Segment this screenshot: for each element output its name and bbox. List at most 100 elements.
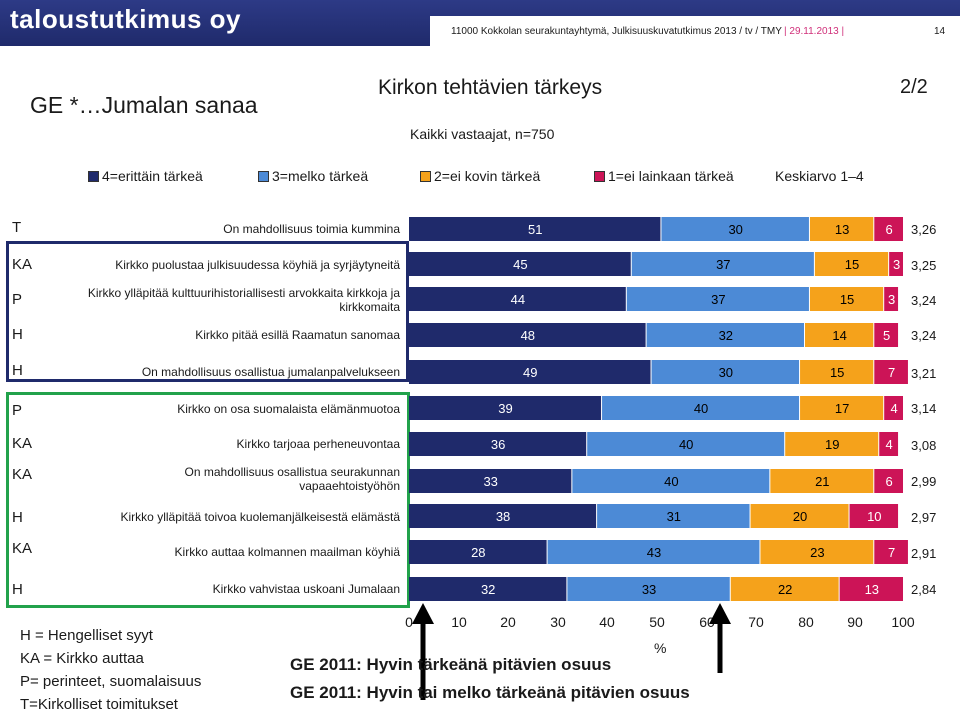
row-category: H: [12, 581, 23, 598]
bar-value-label: 14: [832, 328, 846, 343]
bar-segment: [874, 540, 908, 564]
bar-segment: [651, 360, 800, 384]
bar-value-label: 36: [491, 437, 505, 452]
bar-value-label: 30: [728, 222, 742, 237]
bar-segment: [849, 504, 899, 528]
row-category: KA: [12, 435, 33, 452]
bar-value-label: 30: [719, 365, 733, 380]
bar-segment: [409, 287, 626, 311]
bar-segment: [770, 469, 874, 493]
row-label: On mahdollisuus toimia kummina: [223, 222, 400, 236]
bar-value-label: 39: [498, 401, 512, 416]
bar-segment: [809, 287, 884, 311]
bar-segment: [814, 252, 889, 276]
ge2011-value: 14*: [420, 326, 443, 343]
row-mean: 3,08: [911, 438, 937, 453]
x-tick-label: 50: [649, 614, 665, 630]
bar-value-label: 15: [840, 292, 854, 307]
bar-value-label: 6: [886, 474, 893, 489]
bar-value-label: 3: [893, 257, 900, 272]
bar-value-label: 37: [716, 257, 730, 272]
bar-value-label: 28: [471, 545, 485, 560]
abbreviation-legend: H = Hengelliset syyt KA = Kirkko auttaa …: [20, 624, 201, 716]
bar-value-label: 19: [825, 437, 839, 452]
bar-value-label: 13: [835, 222, 849, 237]
row-label: Kirkko ylläpitää toivoa kuolemanjälkeise…: [120, 510, 400, 524]
ge2011-value: 29: [420, 256, 437, 273]
row-mean: 3,24: [911, 328, 937, 343]
bar-value-label: 38: [496, 509, 510, 524]
bar-segment: [661, 217, 809, 241]
x-tick-label: 30: [550, 614, 566, 630]
bar-segment: [572, 469, 770, 493]
abbrev-line: T=Kirkolliset toimitukset: [20, 696, 178, 713]
x-axis-label: %: [654, 640, 667, 656]
bar-value-label: 45: [513, 257, 527, 272]
row-mean: 3,26: [911, 222, 937, 237]
bar-value-label: 33: [642, 582, 656, 597]
top-group-frame: [6, 241, 409, 382]
row-mean: 3,21: [911, 366, 937, 381]
bar-segment: [884, 396, 903, 420]
bar-value-label: 37: [711, 292, 725, 307]
legend-label: Keskiarvo 1–4: [775, 168, 864, 184]
bar-segment: [874, 360, 908, 384]
x-tick-label: 90: [847, 614, 863, 630]
bar-value-label: 32: [481, 582, 495, 597]
bar-value-label: 20: [793, 509, 807, 524]
row-label: On mahdollisuus osallistua jumalanpalvel…: [141, 365, 400, 379]
bar-segment: [809, 217, 874, 241]
row-category: KA: [12, 256, 33, 273]
bar-segment: [409, 360, 651, 384]
bar-value-label: 10: [867, 509, 881, 524]
bar-value-label: 5: [883, 328, 890, 343]
bar-value-label: 48: [521, 328, 535, 343]
bar-segment: [760, 540, 874, 564]
row-mean: 2,99: [911, 474, 937, 489]
ge2011-value: 10: [420, 364, 437, 381]
bar-value-label: 13: [865, 582, 879, 597]
bar-segment: [879, 432, 899, 456]
row-mean: 3,25: [911, 258, 937, 273]
bar-segment: [409, 504, 597, 528]
bar-value-label: 7: [888, 545, 895, 560]
bar-value-label: 51: [528, 222, 542, 237]
bar-segment: [597, 504, 750, 528]
bar-value-label: 22: [778, 582, 792, 597]
x-tick-label: 0: [405, 614, 413, 630]
bar-value-label: 32: [719, 328, 733, 343]
bar-value-label: 23: [810, 545, 824, 560]
legend-item-2: 2=ei kovin tärkeä: [420, 168, 540, 184]
bar-segment: [409, 432, 587, 456]
legend-swatch: [258, 170, 269, 182]
x-tick-label: 80: [798, 614, 814, 630]
ge2011-value: 14: [420, 502, 437, 519]
bar-value-label: 40: [664, 474, 678, 489]
bar-value-label: 44: [511, 292, 525, 307]
bar-value-label: 49: [523, 365, 537, 380]
abbrev-line: H = Hengelliset syyt: [20, 627, 153, 644]
bar-value-label: 40: [679, 437, 693, 452]
bar-value-label: 40: [694, 401, 708, 416]
bar-segment: [409, 323, 646, 347]
x-tick-label: 60: [699, 614, 715, 630]
legend-item-3: 3=melko tärkeä: [258, 168, 368, 184]
legend-item-1: 1=ei lainkaan tärkeä: [594, 168, 734, 184]
x-tick-label: 40: [599, 614, 615, 630]
row-label: Kirkko vahvistaa uskoani Jumalaan: [212, 582, 400, 596]
page-indicator: 2/2: [900, 76, 928, 98]
x-tick-label: 20: [500, 614, 516, 630]
abbrev-line: P= perinteet, suomalaisuus: [20, 673, 202, 690]
legend-label: 1=ei lainkaan tärkeä: [608, 168, 734, 184]
bar-segment: [889, 252, 903, 276]
bar-segment: [626, 287, 809, 311]
bar-segment: [646, 323, 804, 347]
row-label: Kirkko puolustaa julkisuudessa köyhiä ja…: [115, 258, 400, 272]
bar-segment: [750, 504, 849, 528]
bar-value-label: 15: [845, 257, 859, 272]
bar-value-label: 31: [667, 509, 681, 524]
bar-value-label: 4: [890, 401, 897, 416]
legend-label: 3=melko tärkeä: [272, 168, 369, 184]
bar-segment: [800, 360, 874, 384]
report-date: 29.11.2013: [789, 26, 839, 37]
